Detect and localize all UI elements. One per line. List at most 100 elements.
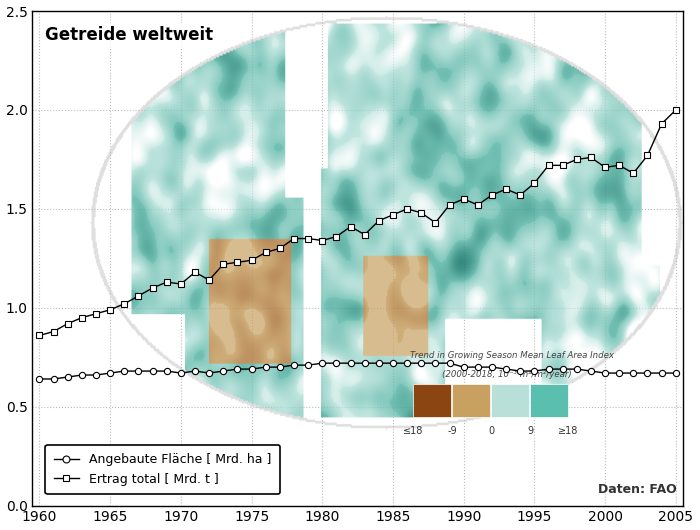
Angebaute Fläche [ Mrd. ha ]: [360, 360, 369, 366]
Angebaute Fläche [ Mrd. ha ]: [417, 360, 426, 366]
Angebaute Fläche [ Mrd. ha ]: [50, 376, 58, 382]
Text: ≥18: ≥18: [557, 427, 578, 437]
Angebaute Fläche [ Mrd. ha ]: [304, 362, 312, 368]
Ertrag total [ Mrd. t ]: [318, 237, 326, 244]
Angebaute Fläche [ Mrd. ha ]: [247, 366, 256, 372]
Ertrag total [ Mrd. t ]: [417, 210, 426, 216]
Angebaute Fläche [ Mrd. ha ]: [219, 368, 228, 374]
Ertrag total [ Mrd. t ]: [205, 277, 214, 283]
Angebaute Fläche [ Mrd. ha ]: [559, 366, 567, 372]
Angebaute Fläche [ Mrd. ha ]: [262, 364, 270, 370]
Angebaute Fläche [ Mrd. ha ]: [64, 374, 72, 380]
Angebaute Fläche [ Mrd. ha ]: [502, 366, 510, 372]
Ertrag total [ Mrd. t ]: [162, 279, 171, 285]
Ertrag total [ Mrd. t ]: [360, 232, 369, 238]
Ertrag total [ Mrd. t ]: [106, 306, 114, 313]
Text: Daten: FAO: Daten: FAO: [598, 483, 676, 496]
Ertrag total [ Mrd. t ]: [176, 281, 185, 287]
Angebaute Fläche [ Mrd. ha ]: [176, 370, 185, 376]
Angebaute Fläche [ Mrd. ha ]: [403, 360, 412, 366]
Angebaute Fläche [ Mrd. ha ]: [276, 364, 284, 370]
Ertrag total [ Mrd. t ]: [474, 202, 482, 208]
Angebaute Fläche [ Mrd. ha ]: [134, 368, 143, 374]
Angebaute Fläche [ Mrd. ha ]: [601, 370, 609, 376]
Ertrag total [ Mrd. t ]: [657, 121, 666, 127]
Ertrag total [ Mrd. t ]: [332, 233, 341, 240]
Text: Getreide weltweit: Getreide weltweit: [46, 26, 214, 44]
Angebaute Fläche [ Mrd. ha ]: [92, 372, 100, 378]
Ertrag total [ Mrd. t ]: [587, 154, 595, 161]
Bar: [452, 384, 490, 417]
Ertrag total [ Mrd. t ]: [374, 217, 383, 224]
Angebaute Fläche [ Mrd. ha ]: [671, 370, 680, 376]
Angebaute Fläche [ Mrd. ha ]: [374, 360, 383, 366]
Ertrag total [ Mrd. t ]: [389, 211, 397, 218]
Line: Angebaute Fläche [ Mrd. ha ]: Angebaute Fläche [ Mrd. ha ]: [36, 360, 679, 382]
Angebaute Fläche [ Mrd. ha ]: [657, 370, 666, 376]
Ertrag total [ Mrd. t ]: [459, 196, 468, 202]
Ertrag total [ Mrd. t ]: [304, 235, 312, 242]
Ertrag total [ Mrd. t ]: [403, 206, 412, 212]
Ertrag total [ Mrd. t ]: [488, 192, 496, 198]
Ertrag total [ Mrd. t ]: [191, 269, 200, 276]
Ertrag total [ Mrd. t ]: [120, 301, 129, 307]
Bar: [413, 384, 451, 417]
Ertrag total [ Mrd. t ]: [502, 186, 510, 192]
Angebaute Fläche [ Mrd. ha ]: [233, 366, 242, 372]
Angebaute Fläche [ Mrd. ha ]: [205, 370, 214, 376]
Ertrag total [ Mrd. t ]: [247, 257, 256, 263]
Ertrag total [ Mrd. t ]: [431, 219, 440, 226]
Angebaute Fläche [ Mrd. ha ]: [346, 360, 355, 366]
Ertrag total [ Mrd. t ]: [516, 192, 524, 198]
Ertrag total [ Mrd. t ]: [92, 311, 100, 317]
Ertrag total [ Mrd. t ]: [35, 332, 43, 339]
Angebaute Fläche [ Mrd. ha ]: [459, 364, 468, 370]
Text: -9: -9: [447, 427, 457, 437]
Text: (2000-2018, 10⁻³ m²/m²/year): (2000-2018, 10⁻³ m²/m²/year): [442, 370, 572, 379]
Angebaute Fläche [ Mrd. ha ]: [162, 368, 171, 374]
Ertrag total [ Mrd. t ]: [615, 162, 624, 169]
Angebaute Fläche [ Mrd. ha ]: [120, 368, 129, 374]
Ertrag total [ Mrd. t ]: [233, 259, 242, 266]
Text: 9: 9: [527, 427, 533, 437]
Text: Trend in Growing Season Mean Leaf Area Index: Trend in Growing Season Mean Leaf Area I…: [410, 351, 614, 360]
Angebaute Fläche [ Mrd. ha ]: [191, 368, 200, 374]
Angebaute Fläche [ Mrd. ha ]: [290, 362, 298, 368]
Ertrag total [ Mrd. t ]: [78, 314, 86, 321]
Angebaute Fläche [ Mrd. ha ]: [35, 376, 43, 382]
Ertrag total [ Mrd. t ]: [148, 285, 157, 291]
Ertrag total [ Mrd. t ]: [50, 328, 58, 334]
Legend: Angebaute Fläche [ Mrd. ha ], Ertrag total [ Mrd. t ]: Angebaute Fläche [ Mrd. ha ], Ertrag tot…: [46, 445, 280, 494]
Angebaute Fläche [ Mrd. ha ]: [318, 360, 326, 366]
Ertrag total [ Mrd. t ]: [262, 249, 270, 255]
Ertrag total [ Mrd. t ]: [445, 202, 454, 208]
Ertrag total [ Mrd. t ]: [530, 180, 538, 187]
Angebaute Fläche [ Mrd. ha ]: [573, 366, 581, 372]
Angebaute Fläche [ Mrd. ha ]: [516, 368, 524, 374]
Ertrag total [ Mrd. t ]: [276, 245, 284, 252]
Ertrag total [ Mrd. t ]: [64, 321, 72, 327]
Ertrag total [ Mrd. t ]: [346, 224, 355, 230]
Angebaute Fläche [ Mrd. ha ]: [488, 364, 496, 370]
Angebaute Fläche [ Mrd. ha ]: [431, 360, 440, 366]
Ertrag total [ Mrd. t ]: [601, 164, 609, 171]
Bar: [491, 384, 528, 417]
Ertrag total [ Mrd. t ]: [629, 170, 638, 176]
Ertrag total [ Mrd. t ]: [643, 152, 652, 158]
Bar: [530, 384, 568, 417]
Angebaute Fläche [ Mrd. ha ]: [474, 364, 482, 370]
Angebaute Fläche [ Mrd. ha ]: [106, 370, 114, 376]
Text: ≤18: ≤18: [402, 427, 423, 437]
Angebaute Fläche [ Mrd. ha ]: [643, 370, 652, 376]
Angebaute Fläche [ Mrd. ha ]: [148, 368, 157, 374]
Ertrag total [ Mrd. t ]: [545, 162, 553, 169]
Angebaute Fläche [ Mrd. ha ]: [587, 368, 595, 374]
Ertrag total [ Mrd. t ]: [573, 156, 581, 163]
Angebaute Fläche [ Mrd. ha ]: [629, 370, 638, 376]
Angebaute Fläche [ Mrd. ha ]: [445, 360, 454, 366]
Angebaute Fläche [ Mrd. ha ]: [389, 360, 397, 366]
Angebaute Fläche [ Mrd. ha ]: [615, 370, 624, 376]
Angebaute Fläche [ Mrd. ha ]: [530, 368, 538, 374]
Angebaute Fläche [ Mrd. ha ]: [332, 360, 341, 366]
Angebaute Fläche [ Mrd. ha ]: [545, 366, 553, 372]
